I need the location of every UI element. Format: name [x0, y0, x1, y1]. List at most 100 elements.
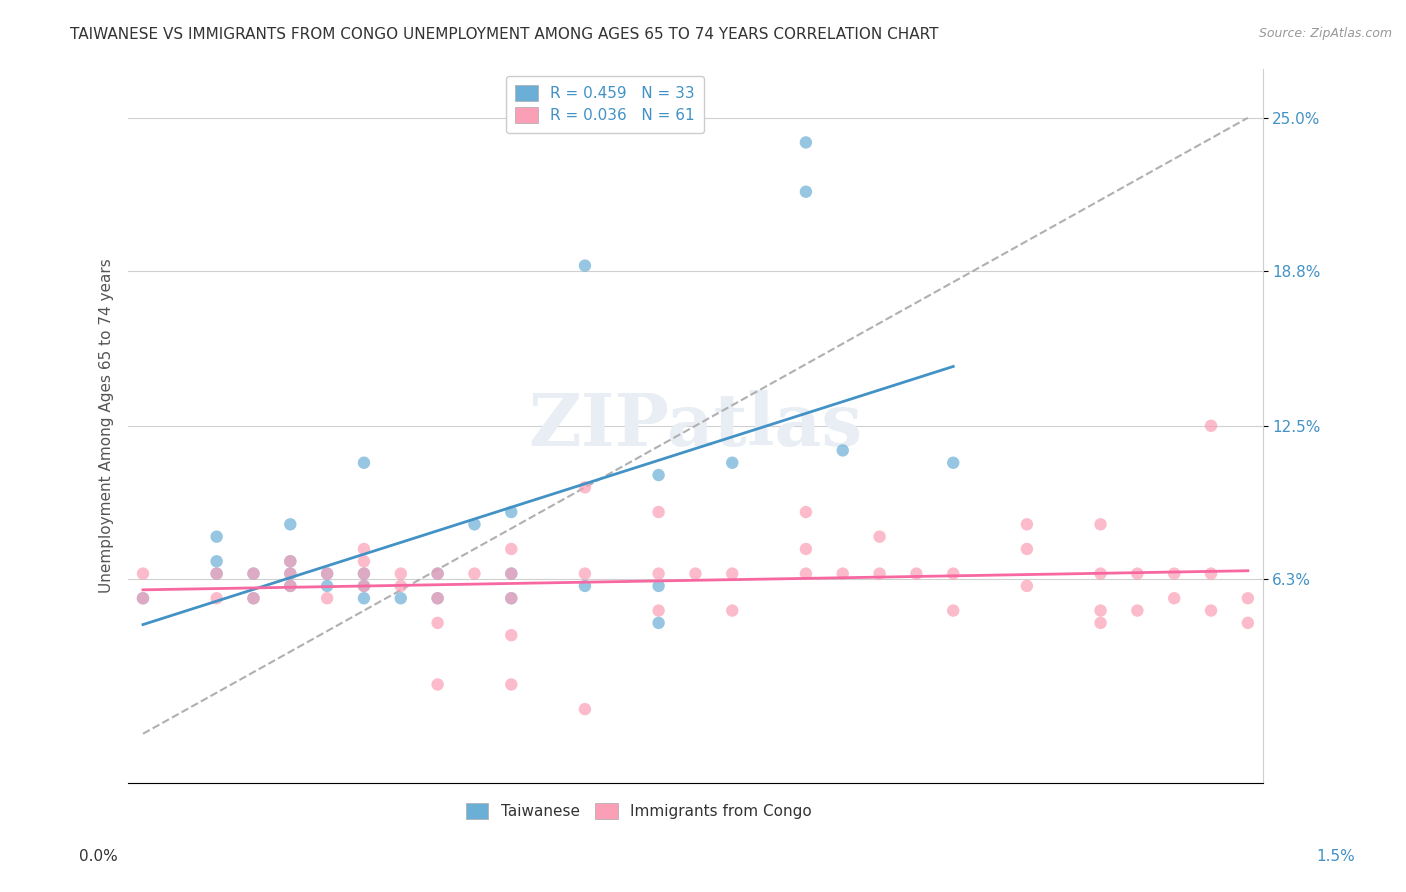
Point — [353, 566, 375, 581]
Point — [389, 579, 412, 593]
Point — [1237, 615, 1260, 630]
Point — [316, 579, 339, 593]
Point — [1199, 603, 1222, 617]
Point — [242, 591, 264, 606]
Point — [278, 517, 301, 532]
Point — [574, 259, 596, 273]
Text: ZIPatlas: ZIPatlas — [529, 391, 862, 461]
Point — [501, 566, 523, 581]
Point — [353, 579, 375, 593]
Point — [353, 566, 375, 581]
Point — [647, 505, 669, 519]
Point — [869, 530, 891, 544]
Point — [1163, 591, 1185, 606]
Point — [574, 702, 596, 716]
Point — [1015, 579, 1038, 593]
Point — [278, 554, 301, 568]
Point — [501, 591, 523, 606]
Point — [426, 591, 449, 606]
Text: TAIWANESE VS IMMIGRANTS FROM CONGO UNEMPLOYMENT AMONG AGES 65 TO 74 YEARS CORREL: TAIWANESE VS IMMIGRANTS FROM CONGO UNEMP… — [70, 27, 939, 42]
Point — [721, 456, 744, 470]
Point — [501, 505, 523, 519]
Point — [905, 566, 928, 581]
Point — [1090, 517, 1112, 532]
Point — [1090, 603, 1112, 617]
Point — [353, 554, 375, 568]
Point — [389, 591, 412, 606]
Point — [647, 468, 669, 483]
Point — [647, 566, 669, 581]
Point — [647, 615, 669, 630]
Text: 0.0%: 0.0% — [79, 849, 118, 863]
Y-axis label: Unemployment Among Ages 65 to 74 years: Unemployment Among Ages 65 to 74 years — [100, 259, 114, 593]
Point — [1126, 603, 1149, 617]
Point — [132, 591, 155, 606]
Point — [1163, 566, 1185, 581]
Text: Source: ZipAtlas.com: Source: ZipAtlas.com — [1258, 27, 1392, 40]
Point — [794, 136, 817, 150]
Point — [132, 566, 155, 581]
Point — [794, 185, 817, 199]
Point — [463, 566, 485, 581]
Point — [353, 456, 375, 470]
Point — [1199, 566, 1222, 581]
Point — [426, 591, 449, 606]
Point — [278, 579, 301, 593]
Point — [721, 566, 744, 581]
Point — [389, 566, 412, 581]
Point — [1237, 591, 1260, 606]
Point — [316, 591, 339, 606]
Point — [205, 530, 228, 544]
Point — [685, 566, 707, 581]
Point — [1015, 541, 1038, 556]
Point — [1090, 615, 1112, 630]
Point — [316, 566, 339, 581]
Point — [353, 579, 375, 593]
Point — [501, 677, 523, 691]
Point — [278, 566, 301, 581]
Point — [242, 591, 264, 606]
Point — [869, 566, 891, 581]
Point — [574, 566, 596, 581]
Point — [831, 566, 853, 581]
Point — [942, 456, 965, 470]
Point — [242, 566, 264, 581]
Legend: Taiwanese, Immigrants from Congo: Taiwanese, Immigrants from Congo — [460, 797, 818, 825]
Point — [278, 579, 301, 593]
Point — [647, 603, 669, 617]
Point — [574, 579, 596, 593]
Point — [1199, 418, 1222, 433]
Point — [501, 591, 523, 606]
Point — [1090, 566, 1112, 581]
Point — [942, 566, 965, 581]
Point — [353, 541, 375, 556]
Point — [316, 566, 339, 581]
Point — [1015, 517, 1038, 532]
Point — [794, 505, 817, 519]
Point — [205, 566, 228, 581]
Point — [205, 591, 228, 606]
Point — [242, 566, 264, 581]
Point — [794, 566, 817, 581]
Point — [574, 480, 596, 494]
Point — [426, 677, 449, 691]
Point — [1126, 566, 1149, 581]
Point — [721, 603, 744, 617]
Point — [278, 566, 301, 581]
Point — [647, 579, 669, 593]
Point — [794, 541, 817, 556]
Point — [426, 566, 449, 581]
Point — [132, 591, 155, 606]
Point — [426, 566, 449, 581]
Point — [831, 443, 853, 458]
Point — [205, 566, 228, 581]
Point — [426, 615, 449, 630]
Text: 1.5%: 1.5% — [1316, 849, 1355, 863]
Point — [501, 566, 523, 581]
Point — [942, 603, 965, 617]
Point — [205, 554, 228, 568]
Point — [278, 554, 301, 568]
Point — [463, 517, 485, 532]
Point — [501, 541, 523, 556]
Point — [501, 628, 523, 642]
